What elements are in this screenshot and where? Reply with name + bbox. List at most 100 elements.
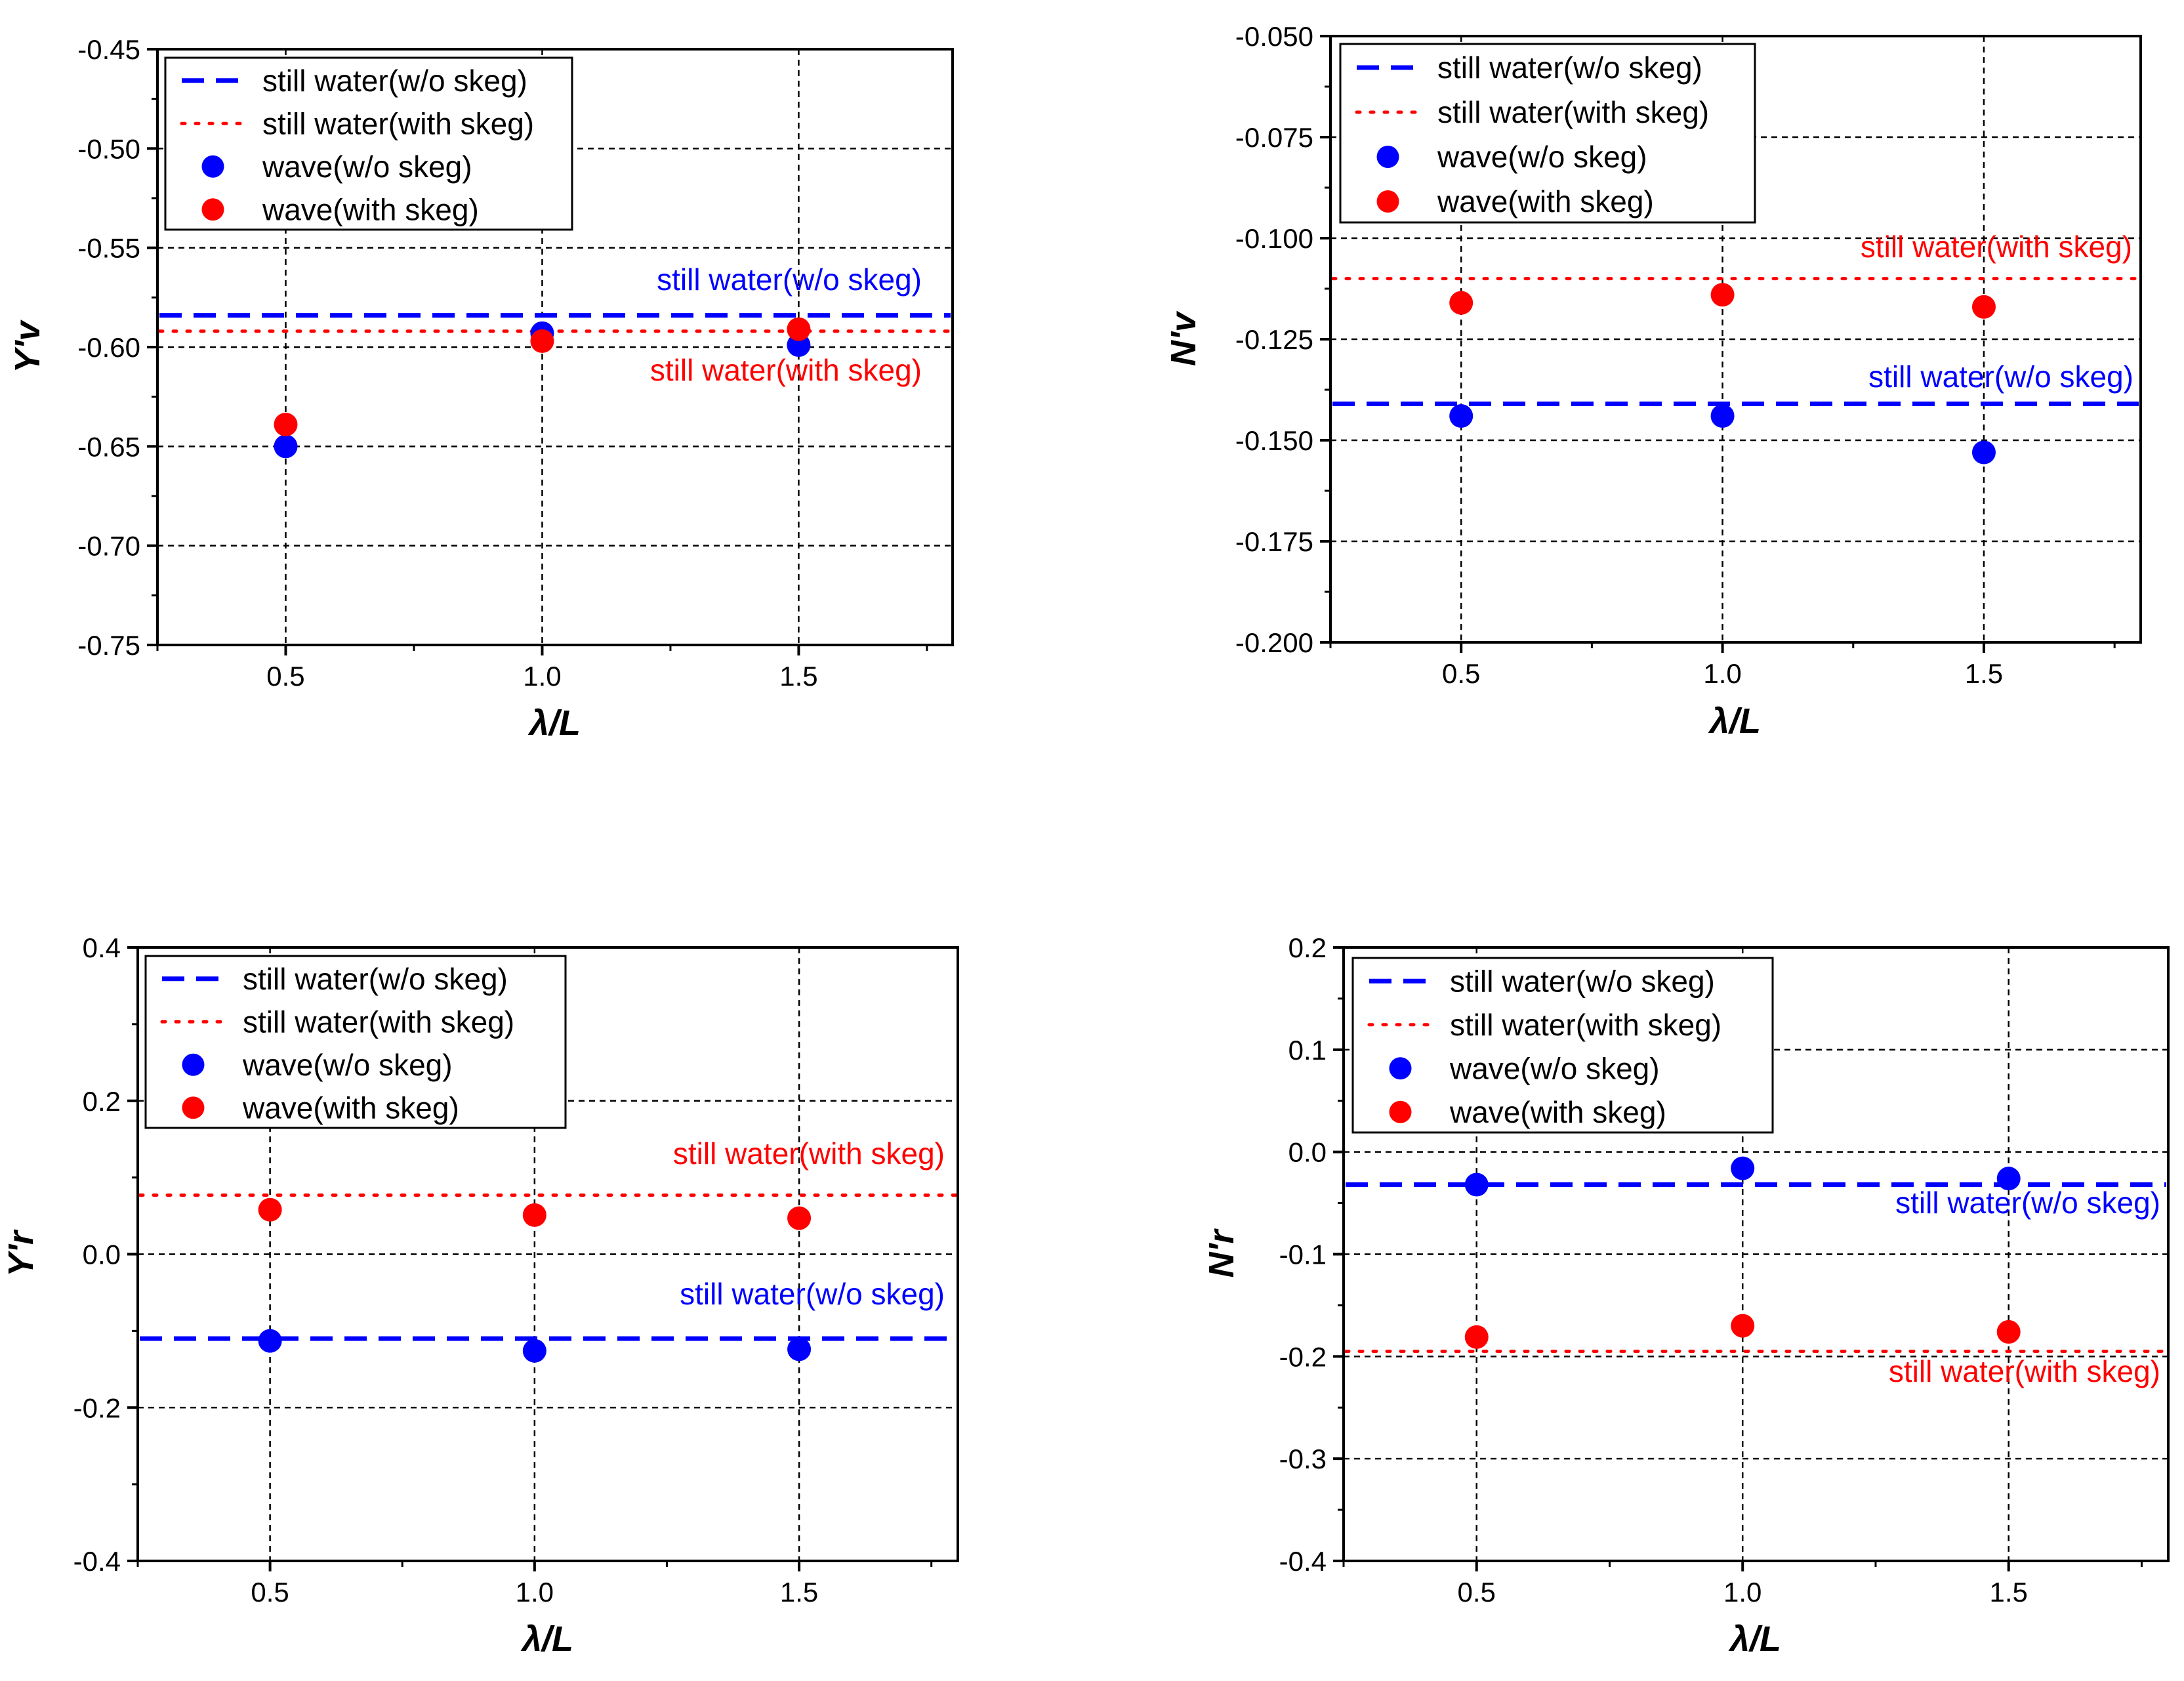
legend-label: wave(with skeg) [1437,184,1654,218]
x-tick-label: 1.5 [779,661,817,692]
x-axis-title: λ/L [1728,1619,1781,1659]
y-tick-label: -0.75 [77,630,140,661]
x-tick-label: 1.5 [1965,658,2003,689]
y-axis-title: N'r [1202,1228,1241,1278]
data-point-wave-with-skeg [1464,1325,1489,1349]
x-tick-label: 1.0 [1723,1577,1762,1608]
chart-panel-nr: -0.4 -0.3 -0.2 -0.1 0.0 0.1 0.2 0.5 1.0 1.5 λ/L N'r… [1202,932,2170,1659]
legend-swatch-circle [201,198,224,221]
legend-swatch-circle [201,155,224,178]
legend-box [1339,43,1756,224]
legend: still water(w/o skeg) still water(with sk… [144,955,567,1129]
y-tick-label: -0.100 [1235,223,1313,254]
y-tick-label: -0.55 [77,233,140,264]
x-tick-label: 0.5 [1442,658,1480,689]
data-point-wave-with-skeg [1996,1319,2021,1344]
y-tick-label: 0.4 [83,932,121,963]
y-tick-label: 0.2 [83,1086,121,1117]
x-tick-label: 0.5 [266,661,304,692]
data-point-wave-with-skeg [530,329,554,353]
legend-swatch-circle [1389,1100,1412,1123]
y-tick-label: -0.200 [1235,627,1313,658]
data-point-wave-with-skeg [1449,291,1473,315]
chart-panel-yv: -0.75 -0.70 -0.65 -0.60 -0.55 -0.50 -0.45 0.5 1.… [8,34,954,743]
legend-label: still water(with skeg) [1437,95,1709,129]
legend-label: still water(w/o skeg) [262,64,527,98]
y-tick-label: 0.0 [1288,1137,1327,1168]
legend-swatch-circle [1389,1057,1412,1080]
y-tick-label: 0.1 [1288,1035,1327,1066]
x-tick-label: 1.0 [1703,658,1741,689]
legend-label: still water(with skeg) [243,1005,514,1039]
y-tick-label: -0.1 [1279,1239,1327,1270]
x-tick-label: 1.0 [523,661,561,692]
annotation-label: still water(with skeg) [1889,1354,2160,1388]
chart-panel-nv: -0.200 -0.175 -0.150 -0.125 -0.100 -0.075 -0.0… [1164,21,2142,741]
legend: still water(w/o skeg) still water(with sk… [1339,43,1756,224]
y-tick-label: -0.4 [1279,1546,1327,1577]
legend-label: wave(with skeg) [262,192,479,226]
legend: still water(w/o skeg) still water(with sk… [1351,957,1774,1134]
y-tick-label: 0.0 [83,1239,121,1270]
annotation-label: still water(with skeg) [650,353,922,387]
legend-label: still water(w/o skeg) [243,962,508,996]
legend-label: wave(with skeg) [242,1090,459,1125]
data-point-wave-wo-skeg [1710,404,1735,428]
x-tick-label: 1.0 [516,1577,554,1608]
data-point-wave-with-skeg [1710,283,1735,307]
annotation-label: still water(with skeg) [1861,230,2132,264]
chart-panel-yr: -0.4 -0.2 0.0 0.2 0.4 0.5 1.0 1.5 λ/L Y'r still wa… [1,932,959,1659]
y-tick-label: -0.3 [1279,1443,1327,1474]
y-tick-label: -0.4 [73,1546,121,1577]
legend-label: still water(with skeg) [1450,1008,1721,1042]
legend-swatch-circle [1376,146,1399,168]
data-point-wave-wo-skeg [522,1339,546,1363]
y-axis-title: Y'v [8,320,47,373]
y-tick-label: -0.60 [77,332,140,363]
data-point-wave-with-skeg [1971,295,1996,319]
x-tick-label: 0.5 [1458,1577,1496,1608]
legend-box [144,955,567,1129]
x-axis-title: λ/L [520,1619,573,1659]
x-tick-label: 1.5 [780,1577,818,1608]
legend-box [1351,957,1774,1134]
x-tick-label: 0.5 [251,1577,289,1608]
data-point-wave-wo-skeg [258,1329,282,1353]
data-point-wave-with-skeg [787,1206,812,1230]
annotation-label: still water(w/o skeg) [657,262,922,297]
y-axis-title: N'v [1164,310,1203,366]
legend-label: wave(w/o skeg) [1437,140,1647,174]
y-tick-label: -0.175 [1235,526,1313,557]
y-axis-title: Y'r [1,1229,41,1277]
data-point-wave-wo-skeg [1449,404,1473,428]
y-tick-label: -0.45 [77,34,140,65]
legend-swatch-circle [182,1096,205,1119]
legend-label: wave(w/o skeg) [262,150,472,184]
legend-box [164,56,573,231]
legend-label: still water(w/o skeg) [1437,51,1702,85]
y-tick-label: -0.65 [77,431,140,462]
data-point-wave-wo-skeg [1464,1173,1489,1197]
annotation-label: still water(w/o skeg) [1895,1186,2160,1220]
annotation-label: still water(w/o skeg) [1868,360,2133,394]
data-point-wave-wo-skeg [1731,1156,1755,1180]
legend-label: still water(w/o skeg) [1450,964,1715,998]
data-point-wave-wo-skeg [1996,1167,2021,1191]
y-tick-label: -0.050 [1235,21,1313,52]
data-point-wave-with-skeg [522,1203,546,1227]
y-tick-label: -0.2 [73,1392,121,1423]
legend-swatch-circle [182,1053,205,1076]
data-point-wave-with-skeg [274,413,298,437]
data-point-wave-wo-skeg [1971,440,1996,465]
data-point-wave-with-skeg [258,1197,282,1222]
legend-label: still water(with skeg) [262,106,534,140]
legend-label: wave(with skeg) [1449,1095,1666,1129]
legend-swatch-circle [1376,190,1399,213]
x-axis-title: λ/L [1708,701,1761,741]
annotation-label: still water(w/o skeg) [680,1277,945,1311]
data-point-wave-with-skeg [1731,1314,1755,1338]
legend-label: wave(w/o skeg) [1449,1051,1660,1085]
x-axis-title: λ/L [527,703,581,743]
data-point-wave-wo-skeg [787,1337,812,1361]
data-point-wave-with-skeg [787,317,811,341]
